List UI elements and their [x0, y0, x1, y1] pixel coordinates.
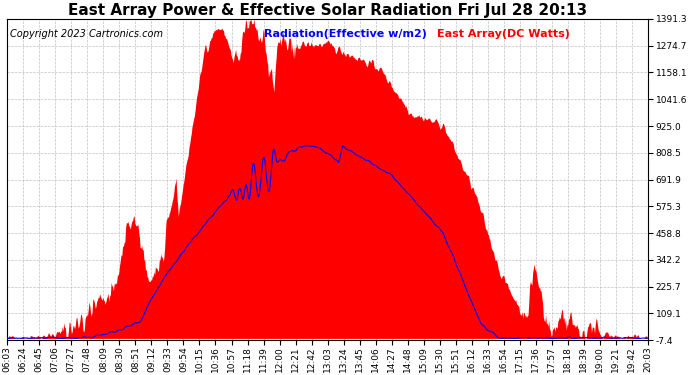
Text: Radiation(Effective w/m2): Radiation(Effective w/m2)	[264, 28, 426, 39]
Text: East Array(DC Watts): East Array(DC Watts)	[437, 28, 569, 39]
Text: Copyright 2023 Cartronics.com: Copyright 2023 Cartronics.com	[10, 28, 164, 39]
Title: East Array Power & Effective Solar Radiation Fri Jul 28 20:13: East Array Power & Effective Solar Radia…	[68, 3, 587, 18]
